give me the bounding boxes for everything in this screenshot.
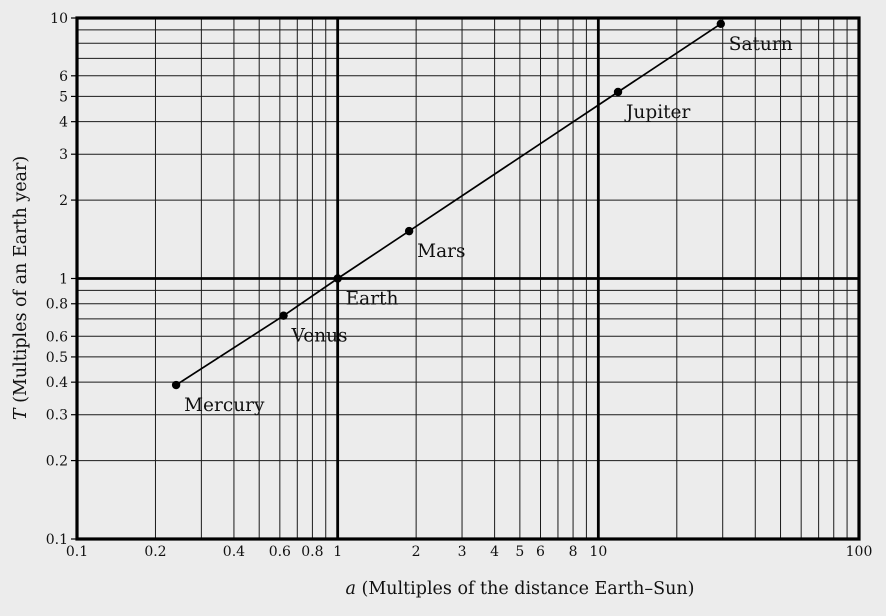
y-tick-label: 0.6 (46, 329, 68, 345)
x-tick-label: 2 (412, 544, 421, 560)
point-label-jupiter: Jupiter (624, 102, 690, 123)
y-tick-label: 0.5 (46, 350, 68, 366)
x-tick-label: 0.2 (144, 544, 166, 560)
y-axis-title: T (Multiples of an Earth year) (11, 156, 31, 420)
y-tick-label: 6 (59, 69, 68, 85)
y-tick-label: 0.2 (46, 454, 68, 470)
x-axis-title: a (Multiples of the distance Earth–Sun) (346, 579, 695, 599)
y-tick-label: 0.8 (46, 297, 68, 313)
y-axis-variable: T (11, 408, 31, 421)
x-tick-label: 3 (458, 544, 467, 560)
y-tick-label: 0.3 (46, 408, 68, 424)
data-point-saturn (716, 19, 726, 29)
x-tick-label: 10 (589, 544, 607, 560)
x-tick-label: 0.4 (223, 544, 245, 560)
y-tick-label: 4 (59, 115, 68, 131)
x-tick-label: 8 (569, 544, 578, 560)
x-tick-label: 0.8 (301, 544, 323, 560)
data-line (175, 23, 722, 386)
y-tick-label: 10 (50, 11, 68, 27)
data-point-mercury (171, 380, 181, 390)
x-tick-label: 0.1 (66, 544, 88, 560)
y-tick-label: 0.1 (46, 532, 68, 548)
x-tick-label: 4 (490, 544, 499, 560)
point-label-earth: Earth (346, 289, 399, 310)
point-label-mercury: Mercury (184, 395, 265, 416)
data-point-earth (333, 274, 342, 283)
x-axis-title-text: (Multiples of the distance Earth–Sun) (355, 579, 695, 599)
y-tick-label: 3 (59, 147, 68, 163)
point-label-saturn: Saturn (729, 34, 793, 55)
point-label-mars: Mars (417, 241, 465, 262)
x-tick-label: 0.6 (269, 544, 291, 560)
data-point-jupiter (613, 87, 623, 97)
x-tick-label: 5 (515, 544, 524, 560)
data-point-mars (404, 226, 414, 236)
x-tick-label: 1 (333, 544, 342, 560)
point-label-venus: Venus (291, 326, 348, 347)
x-tick-label: 6 (536, 544, 545, 560)
x-axis-variable: a (345, 579, 356, 599)
x-tick-label: 100 (846, 544, 873, 560)
y-tick-label: 5 (59, 89, 68, 105)
y-tick-label: 2 (59, 193, 68, 209)
y-axis-title-text: (Multiples of an Earth year) (11, 155, 31, 409)
y-tick-label: 0.4 (46, 375, 68, 391)
data-point-venus (279, 311, 288, 320)
y-tick-label: 1 (59, 272, 68, 288)
